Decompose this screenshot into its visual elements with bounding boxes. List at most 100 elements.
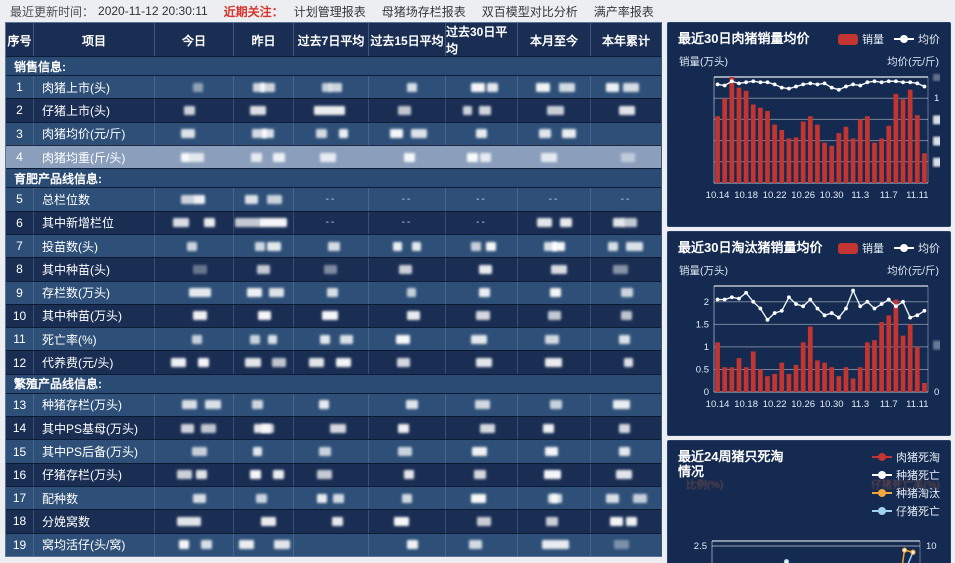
table-row-4[interactable]: 4 肉猪均重(斤/头) (6, 144, 661, 169)
topbar: 最近更新时间： 2020-11-12 20:30:11 近期关注： 计划管理报表… (10, 0, 955, 22)
svg-text:2: 2 (704, 297, 709, 308)
value-cell-redacted (294, 145, 369, 169)
row-number: 8 (6, 258, 34, 281)
column-header: 序号 (6, 23, 34, 57)
row-label: 窝均活仔(头/窝) (34, 533, 155, 556)
row-label: 其中种苗(万头) (34, 304, 155, 328)
legend-item-销量[interactable]: 销量 (838, 240, 884, 256)
value-cell-redacted (294, 351, 369, 374)
value-cell-redacted (155, 234, 234, 258)
chart-legend: 肉猪死淘种猪死亡种猪淘汰仔猪死亡 (790, 449, 940, 521)
bar-line-chart-pig-sales[interactable]: 10.14 10.18 10.22 10.26 10.30 11.3 11.7 11.11 1 (678, 71, 940, 221)
value-cell-redacted (294, 281, 369, 304)
value-cell-redacted (446, 328, 518, 351)
chart-title: 最近30日肉猪销量均价 (678, 31, 810, 46)
table-row-7[interactable]: 7 投苗数(头) (6, 233, 661, 258)
value-cell-redacted (591, 464, 661, 486)
table-row-9[interactable]: 9 存栏数(万头) (6, 280, 661, 304)
table-row-3[interactable]: 3 肉猪均价(元/斤) (6, 121, 661, 145)
legend-item-肉猪死淘[interactable]: 肉猪死淘 (872, 449, 940, 465)
legend-label: 销量 (862, 34, 884, 46)
legend-item-销量[interactable]: 销量 (838, 31, 884, 47)
table-row-17[interactable]: 17 配种数 (6, 486, 661, 510)
column-header: 过去7日平均 (294, 23, 369, 57)
bar-line-chart-cull-sales[interactable]: 10.14 10.18 10.22 10.26 10.30 11.3 11.7 11.11 0 0… (678, 280, 940, 430)
value-cell-redacted: -- (294, 211, 369, 234)
value-cell-redacted (155, 304, 234, 328)
value-cell-redacted (294, 122, 369, 145)
value-cell-redacted (369, 99, 446, 122)
legend-line-dot-icon (872, 471, 892, 479)
value-cell-redacted (155, 99, 234, 122)
report-tab-4[interactable]: 满产率报表 (593, 4, 654, 19)
value-cell-redacted (155, 487, 234, 510)
legend-item-种猪死亡[interactable]: 种猪死亡 (872, 467, 940, 483)
row-label: 其中PS后备(万头) (34, 440, 155, 463)
section-header-row: 销售信息: (6, 56, 661, 75)
value-cell-redacted (446, 281, 518, 304)
value-cell-redacted (591, 351, 661, 373)
svg-text:10.18: 10.18 (734, 399, 758, 410)
legend-item-种猪淘汰[interactable]: 种猪淘汰 (872, 485, 940, 501)
value-cell-redacted (446, 393, 518, 417)
svg-text:0: 0 (704, 387, 709, 398)
value-cell-redacted (234, 234, 294, 258)
value-cell-redacted (518, 258, 591, 281)
value-cell-redacted (518, 76, 591, 99)
report-tab-1[interactable]: 计划管理报表 (293, 4, 366, 19)
table-row-6[interactable]: 6 其中新增栏位 -- -- -- (6, 210, 661, 234)
value-cell-redacted (294, 417, 369, 440)
table-row-11[interactable]: 11 死亡率(%) (6, 327, 661, 351)
updated-time-label: 最近更新时间： (10, 4, 95, 19)
table-row-8[interactable]: 8 其中种苗(头) (6, 257, 661, 281)
row-label: 其中新增栏位 (34, 211, 155, 234)
value-cell-redacted (294, 234, 369, 258)
table-row-15[interactable]: 15 其中PS后备(万头) (6, 439, 661, 463)
value-cell-redacted (155, 281, 234, 304)
row-label: 代养费(元/头) (34, 351, 155, 374)
value-cell-redacted (234, 533, 294, 556)
value-cell-redacted (591, 282, 661, 304)
legend-item-均价[interactable]: 均价 (894, 240, 940, 256)
table-row-12[interactable]: 12 代养费(元/头) (6, 350, 661, 374)
value-cell-redacted (234, 487, 294, 510)
legend-label: 销量 (862, 243, 884, 255)
table-row-16[interactable]: 16 仔猪存栏(万头) (6, 462, 661, 486)
value-cell-redacted (518, 487, 591, 510)
value-cell-redacted (234, 510, 294, 533)
section-header-row: 育肥产品线信息: (6, 168, 661, 188)
table-row-2[interactable]: 2 仔猪上市(头) (6, 98, 661, 122)
value-cell-redacted (591, 235, 661, 257)
line-chart-mortality[interactable]: 2.510281.56 (678, 535, 940, 563)
value-cell-redacted (155, 533, 234, 556)
value-cell-redacted (294, 463, 369, 486)
table-row-10[interactable]: 10 其中种苗(万头) (6, 303, 661, 328)
report-tabs: 计划管理报表 母猪场存栏报表 双百模型对比分析 满产率报表 (294, 3, 670, 20)
report-tab-3[interactable]: 双百模型对比分析 (481, 4, 578, 19)
value-cell-redacted (518, 393, 591, 417)
report-tab-2[interactable]: 母猪场存栏报表 (381, 4, 466, 19)
row-label: 其中种苗(头) (34, 258, 155, 281)
value-cell-redacted (155, 463, 234, 486)
value-cell-redacted (591, 417, 661, 439)
value-cell-redacted (234, 440, 294, 463)
legend-bar-swatch-icon (838, 242, 858, 254)
legend-item-均价[interactable]: 均价 (894, 31, 940, 47)
legend-label: 肉猪死淘 (896, 452, 940, 464)
value-cell-redacted (294, 393, 369, 417)
row-label: 仔猪存栏(万头) (34, 463, 155, 486)
value-cell-redacted: -- (369, 211, 446, 234)
legend-item-仔猪死亡[interactable]: 仔猪死亡 (872, 503, 940, 519)
value-cell-redacted (518, 234, 591, 258)
table-row-18[interactable]: 18 分娩窝数 (6, 509, 661, 533)
table-row-13[interactable]: 13 种猪存栏(万头) (6, 392, 661, 417)
value-cell-redacted (446, 234, 518, 258)
row-label: 肉猪均重(斤/头) (34, 145, 155, 169)
table-row-5[interactable]: 5 总栏位数 -- -- -- -- -- (6, 187, 661, 211)
table-row-14[interactable]: 14 其中PS基母(万头) (6, 416, 661, 440)
value-cell-redacted (446, 145, 518, 169)
value-cell-redacted (294, 99, 369, 122)
table-row-19[interactable]: 19 窝均活仔(头/窝) (6, 532, 661, 556)
value-cell-redacted (369, 281, 446, 304)
table-row-1[interactable]: 1 肉猪上市(头) (6, 75, 661, 99)
